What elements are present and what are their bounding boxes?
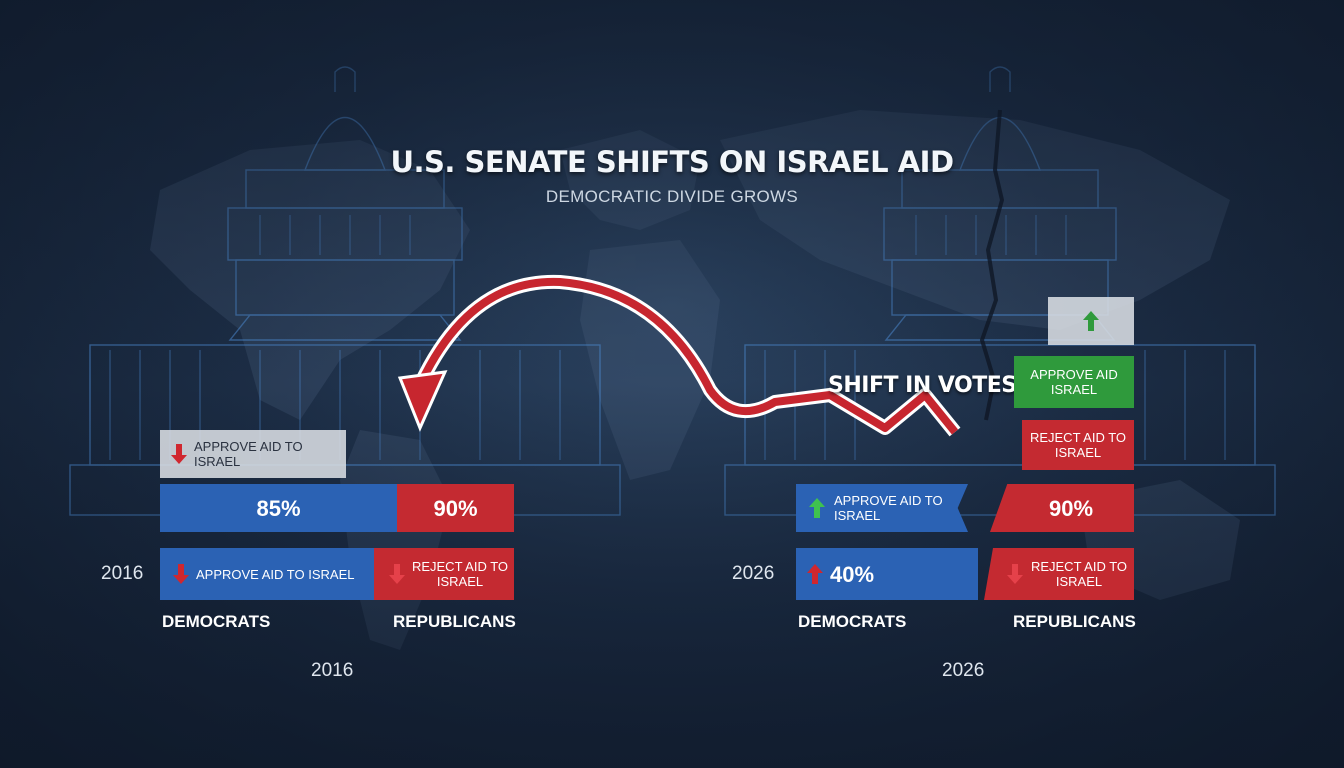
reject-aid-box: REJECT AID TO ISRAEL (1022, 420, 1134, 470)
republicans-reject-box-2016: REJECT AID TO ISRAEL (374, 548, 514, 600)
arrow-up-icon (807, 564, 823, 584)
arrow-up-icon (1083, 311, 1099, 331)
year-bottom-2026: 2026 (942, 660, 985, 681)
approve-aid-israel-box: APPROVE AID ISRAEL (1014, 356, 1134, 408)
democrats-bar-2026: 40% (796, 548, 978, 600)
arrow-down-icon (1007, 564, 1023, 584)
approve-aid-header-box: APPROVE AID TO ISRAEL (160, 430, 346, 478)
shift-in-votes-label: SHIFT IN VOTES (828, 373, 1017, 398)
curved-arrow-icon (397, 274, 961, 437)
democrats-approve-box-2026: APPROVE AID TO ISRAEL (796, 484, 968, 532)
approve-aid-header-text: APPROVE AID TO ISRAEL (194, 439, 303, 469)
democrats-label-2016: DEMOCRATS (162, 612, 271, 631)
republicans-pct-2016: 90% (433, 495, 478, 521)
democrats-approve-text-2026: APPROVE AID TO ISRAEL (834, 493, 943, 523)
arrow-up-icon (809, 498, 825, 518)
arrow-down-icon (389, 564, 405, 584)
republicans-bar-2016: 90% (397, 484, 514, 532)
democrats-approve-text-2016: APPROVE AID TO ISRAEL (196, 566, 355, 582)
republicans-reject-text-2016: REJECT AID TO ISRAEL (411, 559, 509, 589)
republicans-label-2026: REPUBLICANS (1013, 612, 1136, 631)
republicans-reject-text-2026: REJECT AID TO ISRAEL (1030, 559, 1128, 589)
republicans-reject-box-2026: REJECT AID TO ISRAEL (984, 548, 1134, 600)
arrow-up-box (1048, 297, 1134, 345)
year-side-2026: 2026 (732, 563, 775, 584)
year-side-2016: 2016 (101, 563, 144, 584)
arrow-down-icon (173, 564, 189, 584)
republicans-bar-2026: 90% (990, 484, 1134, 532)
democrats-pct-2016: 85% (256, 495, 301, 521)
democrats-label-2026: DEMOCRATS (798, 612, 907, 631)
year-bottom-2016: 2016 (311, 660, 354, 681)
arrow-down-icon (171, 444, 187, 464)
approve-aid-israel-text: APPROVE AID ISRAEL (1030, 367, 1118, 397)
page-subtitle: DEMOCRATIC DIVIDE GROWS (545, 187, 799, 206)
democrats-pct-2026: 40% (830, 561, 875, 587)
page-title: U.S. SENATE SHIFTS ON ISRAEL AID (390, 145, 954, 179)
reject-aid-text: REJECT AID TO ISRAEL (1029, 430, 1127, 460)
republicans-pct-2026: 90% (1048, 495, 1094, 521)
democrats-bar-2016: 85% (160, 484, 397, 532)
democrats-approve-box-2016: APPROVE AID TO ISRAEL (160, 548, 374, 600)
republicans-label-2016: REPUBLICANS (393, 612, 516, 631)
